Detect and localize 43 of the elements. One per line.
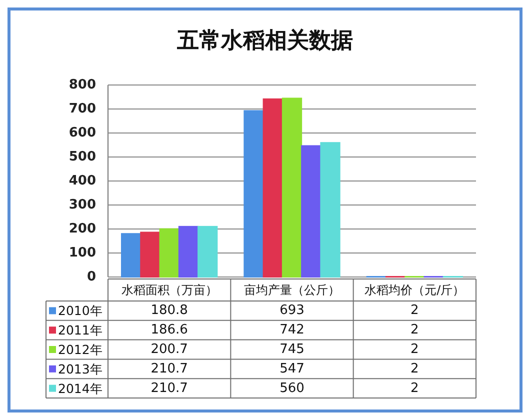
- y-tick-label: 700: [68, 102, 96, 116]
- y-tick-label: 200: [68, 222, 96, 236]
- chart-title: 五常水稻相关数据: [176, 28, 353, 54]
- y-tick-label: 600: [68, 126, 96, 140]
- x-tick-label: 亩均产量（公斤）: [244, 283, 340, 297]
- x-tick-label: 水稻均价（元/斤）: [364, 283, 465, 297]
- data-label: 210.7: [150, 380, 188, 396]
- y-tick-label: 300: [68, 198, 96, 212]
- data-label: 693: [280, 303, 304, 318]
- data-label: 2: [410, 380, 419, 396]
- data-label: 742: [280, 322, 304, 338]
- data-label: 2: [410, 342, 419, 357]
- data-label: 2: [410, 303, 419, 318]
- bar: [262, 98, 283, 278]
- y-tick-label: 100: [68, 246, 96, 260]
- y-tick-label: 0: [86, 270, 96, 284]
- bar: [244, 110, 264, 278]
- bar: [178, 226, 199, 278]
- data-label: 560: [280, 380, 304, 396]
- bar: [198, 226, 218, 278]
- data-label: 200.7: [150, 342, 188, 357]
- bar: [140, 232, 160, 278]
- bar: [320, 142, 340, 278]
- data-label: 2: [410, 361, 419, 376]
- y-tick-label: 500: [68, 150, 96, 164]
- y-tick-label: 800: [68, 78, 96, 92]
- legend-label: 2012年: [58, 342, 103, 357]
- data-label: 186.6: [150, 322, 188, 338]
- data-label: 180.8: [150, 303, 188, 318]
- y-tick-label: 400: [68, 174, 96, 188]
- legend-label: 2010年: [58, 303, 103, 318]
- data-label: 745: [280, 342, 304, 357]
- data-label: 547: [280, 361, 304, 376]
- legend-label: 2011年: [58, 322, 103, 338]
- bar: [120, 233, 142, 278]
- bar: [282, 98, 302, 278]
- bar: [159, 228, 180, 278]
- legend-label: 2014年: [58, 380, 103, 396]
- data-label: 210.7: [150, 361, 188, 376]
- x-tick-label: 水稻面积（万亩）: [121, 283, 218, 297]
- legend-label: 2013年: [58, 361, 103, 376]
- data-label: 2: [410, 322, 419, 338]
- bar: [301, 145, 322, 278]
